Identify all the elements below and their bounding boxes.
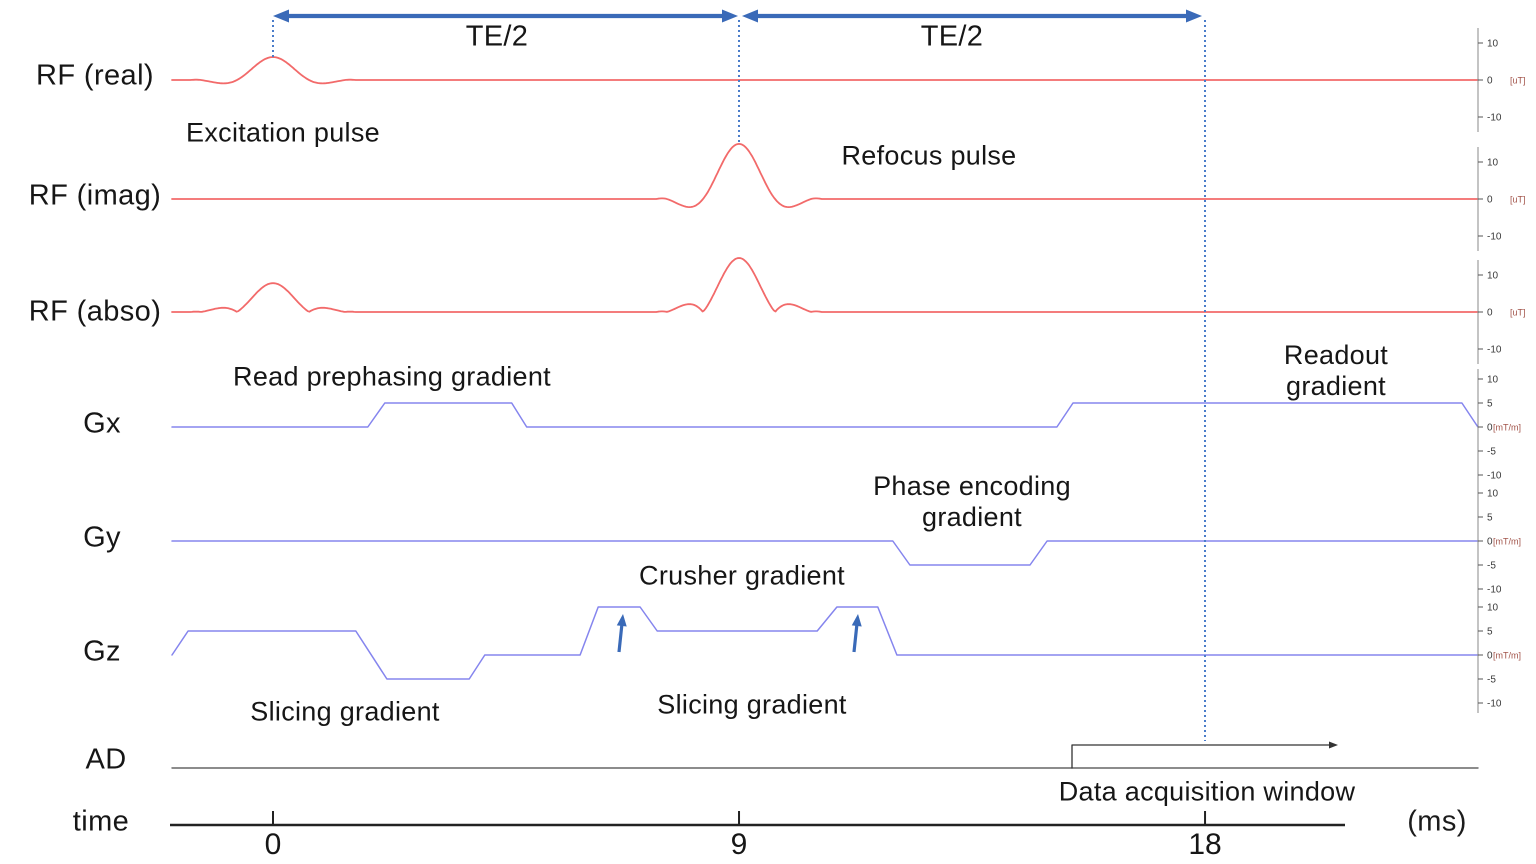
te-half-label-left: TE/2 [465, 20, 529, 53]
mini-axis-unit-label: [uT] [1510, 308, 1526, 318]
mini-axis-tick-label: 0 [1487, 308, 1493, 319]
mini-axis-tick-label: -10 [1487, 345, 1502, 356]
waveform-rf_real [171, 56, 1479, 85]
waveform-gx [171, 402, 1479, 428]
row-label-rf-real: RF (real) [36, 59, 154, 92]
mini-axis-tick-label: -5 [1487, 447, 1496, 458]
crusher-arrowhead [616, 614, 627, 627]
mini-axis-tick-label: 10 [1487, 603, 1499, 614]
mini-axis-tick-label: -5 [1487, 675, 1496, 686]
mini-axis-tick-label: 5 [1487, 399, 1493, 410]
mini-axis-unit-label: [mT/m] [1493, 651, 1521, 661]
mini-axis-tick-label: -10 [1487, 113, 1502, 124]
waveform-rf_abso [171, 257, 1479, 313]
annotation-excitation-pulse: Excitation pulse [186, 117, 380, 148]
waveform-rf_imag [171, 142, 1479, 209]
mini-axis-tick-label: 10 [1487, 489, 1499, 500]
row-label-gy: Gy [83, 521, 121, 554]
time-unit-ms: (ms) [1407, 805, 1467, 838]
annotation-readout-gradient: Readout gradient [1283, 339, 1389, 401]
mini-axis-unit-label: [mT/m] [1493, 423, 1521, 433]
row-label-rf-abso: RF (abso) [28, 295, 162, 328]
mini-axis-unit-label: [uT] [1510, 76, 1526, 86]
waveform-gz [171, 606, 1479, 680]
mini-axis-tick-label: 0 [1487, 195, 1493, 206]
annotation-read-prephasing-gradient: Read prephasing gradient [233, 361, 551, 392]
mini-axis-tick-label: 0 [1487, 76, 1493, 87]
mini-axis-unit-label: [mT/m] [1493, 537, 1521, 547]
row-label-rf-imag: RF (imag) [28, 179, 162, 212]
mini-axis-tick-label: -10 [1487, 471, 1502, 482]
mini-axis-tick-label: 10 [1487, 271, 1499, 282]
row-label-gx: Gx [83, 407, 121, 440]
time-tick-18: 18 [1188, 828, 1222, 861]
mini-axis-tick-label: 0 [1487, 537, 1493, 548]
time-tick-0: 0 [264, 828, 282, 861]
mini-axis-unit-label: [uT] [1510, 195, 1526, 205]
ad-acquisition-window-arrowhead [1329, 741, 1338, 749]
row-label-time: time [72, 805, 130, 838]
mini-axis-tick-label: 0 [1487, 423, 1493, 434]
waveform-gy [171, 540, 1479, 566]
te-arrowhead-left [742, 9, 758, 23]
annotation-slicing-gradient-left: Slicing gradient [250, 696, 440, 727]
ad-acquisition-window-step [1071, 744, 1330, 769]
annotation-crusher-gradient: Crusher gradient [639, 560, 845, 591]
mini-axis-tick-label: 0 [1487, 651, 1493, 662]
mini-axis-tick-label: 5 [1487, 513, 1493, 524]
te-arrowhead-left [273, 9, 289, 23]
mini-axis-tick-label: 5 [1487, 627, 1493, 638]
te-arrowhead-right [722, 9, 738, 23]
mini-axis-tick-label: 10 [1487, 158, 1499, 169]
mini-axis-tick-label: 10 [1487, 375, 1499, 386]
mini-axis-tick-label: -5 [1487, 561, 1496, 572]
row-label-ad: AD [85, 743, 127, 776]
annotation-data-acquisition-window: Data acquisition window [1058, 776, 1356, 807]
annotation-slicing-gradient-mid: Slicing gradient [657, 689, 847, 720]
crusher-arrow-shaft [852, 623, 859, 653]
crusher-arrow-shaft [617, 623, 624, 653]
annotation-refocus-pulse: Refocus pulse [841, 140, 1017, 171]
te-half-label-right: TE/2 [920, 20, 984, 53]
mini-axis-tick-label: -10 [1487, 699, 1502, 710]
mini-axis-tick-label: -10 [1487, 232, 1502, 243]
annotation-phase-encoding-gradient: Phase encoding gradient [873, 470, 1071, 532]
mini-axis-tick-label: 10 [1487, 39, 1499, 50]
crusher-arrowhead [851, 614, 862, 627]
te-arrowhead-right [1186, 9, 1202, 23]
time-tick-9: 9 [730, 828, 748, 861]
row-label-gz: Gz [83, 635, 121, 668]
mini-axis-tick-label: -10 [1487, 585, 1502, 596]
